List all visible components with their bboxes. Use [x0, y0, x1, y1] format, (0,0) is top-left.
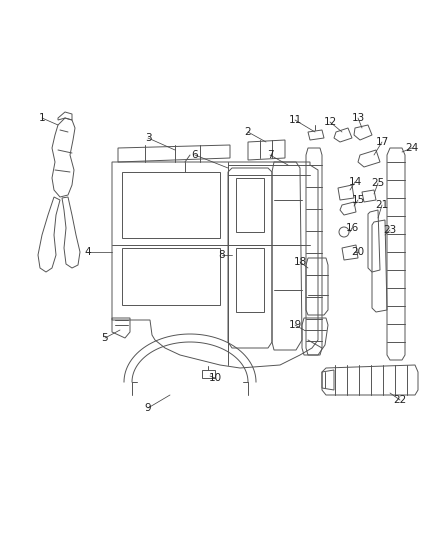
Text: 7: 7 — [267, 150, 273, 160]
Text: 2: 2 — [245, 127, 251, 137]
Text: 14: 14 — [348, 177, 362, 187]
Text: 6: 6 — [192, 150, 198, 160]
Text: 16: 16 — [346, 223, 359, 233]
Text: 11: 11 — [288, 115, 302, 125]
Text: 9: 9 — [145, 403, 151, 413]
Text: 20: 20 — [351, 247, 364, 257]
Text: 18: 18 — [293, 257, 307, 267]
Text: 19: 19 — [288, 320, 302, 330]
Text: 22: 22 — [393, 395, 406, 405]
Text: 23: 23 — [383, 225, 397, 235]
Text: 24: 24 — [406, 143, 419, 153]
Text: 3: 3 — [145, 133, 151, 143]
Text: 1: 1 — [39, 113, 45, 123]
Text: 21: 21 — [375, 200, 389, 210]
Text: 13: 13 — [351, 113, 364, 123]
Text: 12: 12 — [323, 117, 337, 127]
Text: 25: 25 — [371, 178, 385, 188]
Text: 15: 15 — [351, 195, 364, 205]
Text: 17: 17 — [375, 137, 389, 147]
Text: 8: 8 — [219, 250, 225, 260]
Text: 5: 5 — [102, 333, 108, 343]
Text: 4: 4 — [85, 247, 91, 257]
Text: 10: 10 — [208, 373, 222, 383]
